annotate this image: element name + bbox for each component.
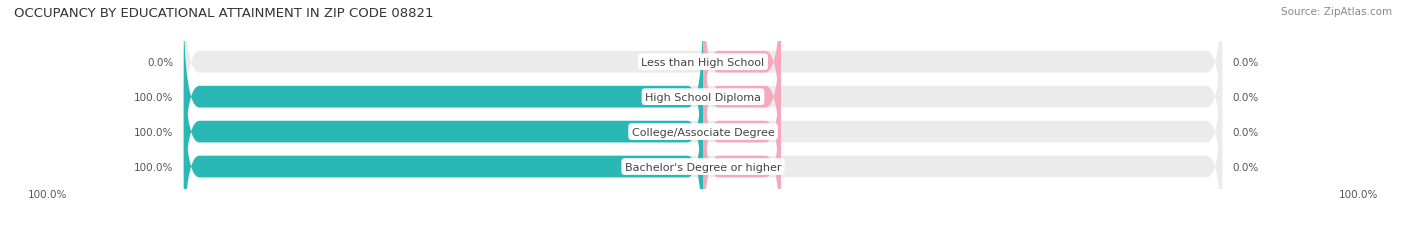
Text: 100.0%: 100.0%	[28, 189, 67, 199]
Text: 0.0%: 0.0%	[1233, 92, 1258, 102]
Text: 100.0%: 100.0%	[134, 92, 173, 102]
Text: 0.0%: 0.0%	[1233, 162, 1258, 172]
Text: 0.0%: 0.0%	[148, 58, 173, 67]
Text: 100.0%: 100.0%	[134, 162, 173, 172]
FancyBboxPatch shape	[703, 73, 780, 231]
FancyBboxPatch shape	[184, 0, 1222, 156]
FancyBboxPatch shape	[184, 38, 703, 226]
FancyBboxPatch shape	[184, 73, 1222, 231]
Text: Bachelor's Degree or higher: Bachelor's Degree or higher	[624, 162, 782, 172]
Text: College/Associate Degree: College/Associate Degree	[631, 127, 775, 137]
FancyBboxPatch shape	[184, 73, 703, 231]
FancyBboxPatch shape	[703, 0, 780, 156]
Text: OCCUPANCY BY EDUCATIONAL ATTAINMENT IN ZIP CODE 08821: OCCUPANCY BY EDUCATIONAL ATTAINMENT IN Z…	[14, 7, 433, 20]
Text: 100.0%: 100.0%	[1339, 189, 1378, 199]
FancyBboxPatch shape	[703, 4, 780, 191]
Text: 0.0%: 0.0%	[1233, 127, 1258, 137]
FancyBboxPatch shape	[184, 4, 1222, 191]
FancyBboxPatch shape	[184, 4, 703, 191]
Text: High School Diploma: High School Diploma	[645, 92, 761, 102]
Text: 0.0%: 0.0%	[1233, 58, 1258, 67]
Text: 100.0%: 100.0%	[134, 127, 173, 137]
FancyBboxPatch shape	[703, 38, 780, 226]
FancyBboxPatch shape	[184, 38, 1222, 226]
Text: Source: ZipAtlas.com: Source: ZipAtlas.com	[1281, 7, 1392, 17]
Text: Less than High School: Less than High School	[641, 58, 765, 67]
